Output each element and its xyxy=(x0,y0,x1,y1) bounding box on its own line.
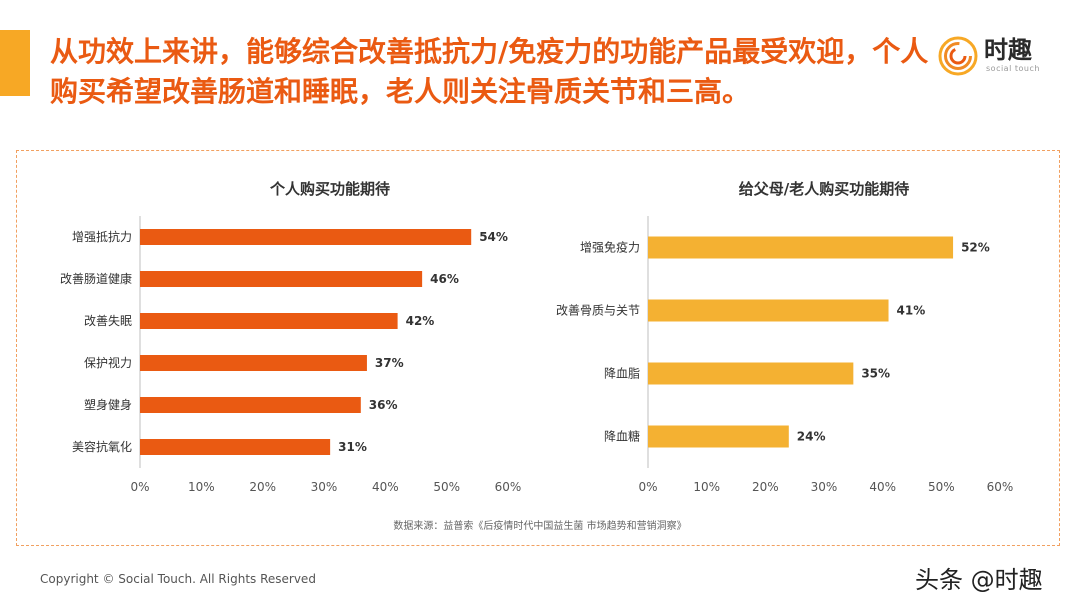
x-tick-label: 10% xyxy=(693,480,720,494)
data-label: 54% xyxy=(479,230,508,244)
copyright-text: Copyright © Social Touch. All Rights Res… xyxy=(40,572,316,586)
brand-logo: 时趣 social touch xyxy=(938,36,1048,76)
x-tick-label: 20% xyxy=(249,480,276,494)
x-tick-label: 20% xyxy=(752,480,779,494)
spiral-logo-icon xyxy=(938,36,978,76)
category-label: 改善骨质与关节 xyxy=(556,303,640,318)
bar-5 xyxy=(140,397,361,413)
x-tick-label: 60% xyxy=(495,480,522,494)
bar-3 xyxy=(648,362,854,385)
x-tick-label: 50% xyxy=(928,480,955,494)
category-label: 降血糖 xyxy=(604,429,640,444)
parents-bar-plot: 增强免疫力 52% 改善骨质与关节 41% 降血脂 35% 降血糖 24% 0% 10% 20% 30… xyxy=(556,216,1014,494)
x-tick-label: 0% xyxy=(638,480,657,494)
category-label: 塑身健身 xyxy=(84,397,132,412)
data-label: 52% xyxy=(961,241,990,255)
x-tick-label: 40% xyxy=(372,480,399,494)
category-label: 增强抵抗力 xyxy=(72,229,132,244)
logo-subtitle: social touch xyxy=(986,64,1040,73)
bar-6 xyxy=(140,439,331,455)
personal-bar-plot: 增强抵抗力 54% 改善肠道健康 46% 改善失眠 42% 保护视力 37% 塑身健身 36% 美容… xyxy=(60,216,522,494)
bar-2 xyxy=(140,271,423,287)
x-tick-label: 40% xyxy=(869,480,896,494)
x-tick-label: 10% xyxy=(188,480,215,494)
page-headline: 从功效上来讲，能够综合改善抵抗力/免疫力的功能产品最受欢迎，个人购买希望改善肠道… xyxy=(50,35,929,108)
bar-1 xyxy=(648,236,954,259)
bar-4 xyxy=(648,425,789,448)
data-source-note: 数据来源：益普索《后疫情时代中国益生菌 市场趋势和营销洞察》 xyxy=(393,521,687,532)
bar-4 xyxy=(140,355,367,371)
accent-bar xyxy=(0,30,30,96)
x-tick-label: 60% xyxy=(987,480,1014,494)
x-tick-label: 0% xyxy=(130,480,149,494)
bar-1 xyxy=(140,229,472,245)
data-label: 31% xyxy=(338,440,367,454)
bar-3 xyxy=(140,313,398,329)
category-label: 改善失眠 xyxy=(84,313,132,328)
category-label: 降血脂 xyxy=(604,366,640,381)
category-label: 保护视力 xyxy=(84,355,132,370)
category-label: 美容抗氧化 xyxy=(72,439,132,454)
data-label: 46% xyxy=(430,272,459,286)
data-label: 24% xyxy=(797,430,826,444)
parents-purchase-chart: 给父母/老人购买功能期待 增强免疫力 52% 改善骨质与关节 41% 降血脂 35% 降血糖… xyxy=(540,178,1060,498)
data-label: 42% xyxy=(406,314,435,328)
chart-frame xyxy=(16,150,1060,546)
x-tick-label: 30% xyxy=(811,480,838,494)
category-label: 增强免疫力 xyxy=(580,240,640,255)
personal-purchase-chart: 个人购买功能期待 增强抵抗力 54% 改善肠道健康 46% 改善失眠 42% 保护视力 37%… xyxy=(0,178,540,498)
watermark-text: 头条 @时趣 xyxy=(915,566,1043,594)
data-label: 41% xyxy=(897,304,926,318)
logo-name: 时趣 xyxy=(984,36,1032,64)
data-label: 35% xyxy=(861,367,890,381)
x-tick-label: 50% xyxy=(433,480,460,494)
data-label: 37% xyxy=(375,356,404,370)
data-label: 36% xyxy=(369,398,398,412)
chart-title: 给父母/老人购买功能期待 xyxy=(738,180,910,198)
chart-title: 个人购买功能期待 xyxy=(269,180,390,198)
category-label: 改善肠道健康 xyxy=(60,271,132,286)
bar-2 xyxy=(648,299,889,322)
x-tick-label: 30% xyxy=(311,480,338,494)
